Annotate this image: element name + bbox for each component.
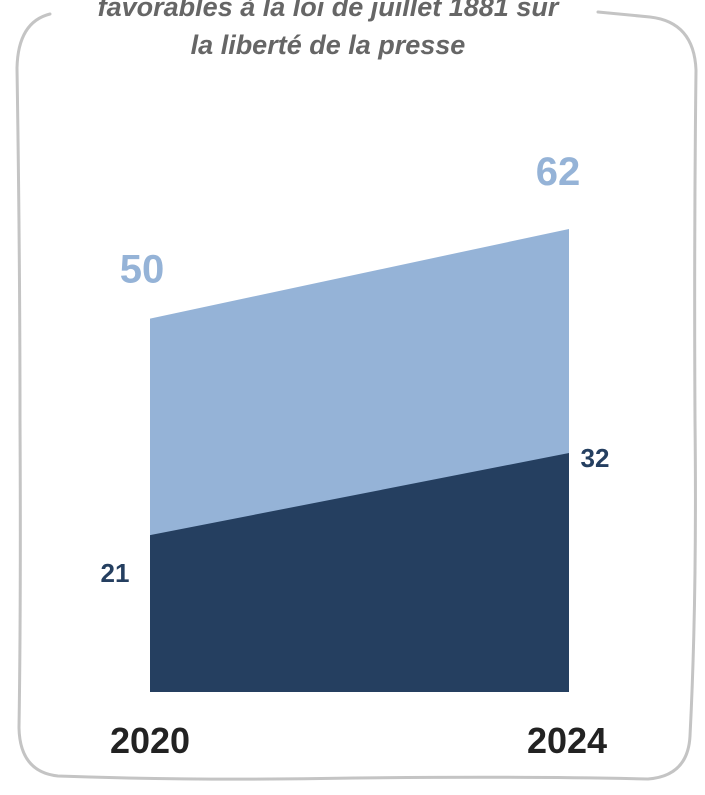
value-label-series1-2024: 62 — [536, 150, 581, 194]
value-label-series1-2020: 50 — [120, 248, 165, 292]
chart-title-line-2: la liberté de la presse — [191, 30, 466, 60]
series-layer — [150, 229, 569, 692]
x-tick-label-2020: 2020 — [110, 720, 190, 761]
series-area-2 — [150, 453, 569, 692]
chart-frame — [15, 10, 698, 781]
label-layer: 50 62 21 32 2020 2024 — [101, 150, 610, 761]
chart-title-line-1: favorables à la loi de juillet 1881 sur — [98, 0, 560, 22]
value-label-series2-2020: 21 — [101, 558, 130, 588]
value-label-series2-2024: 32 — [581, 443, 610, 473]
x-tick-label-2024: 2024 — [527, 720, 607, 761]
